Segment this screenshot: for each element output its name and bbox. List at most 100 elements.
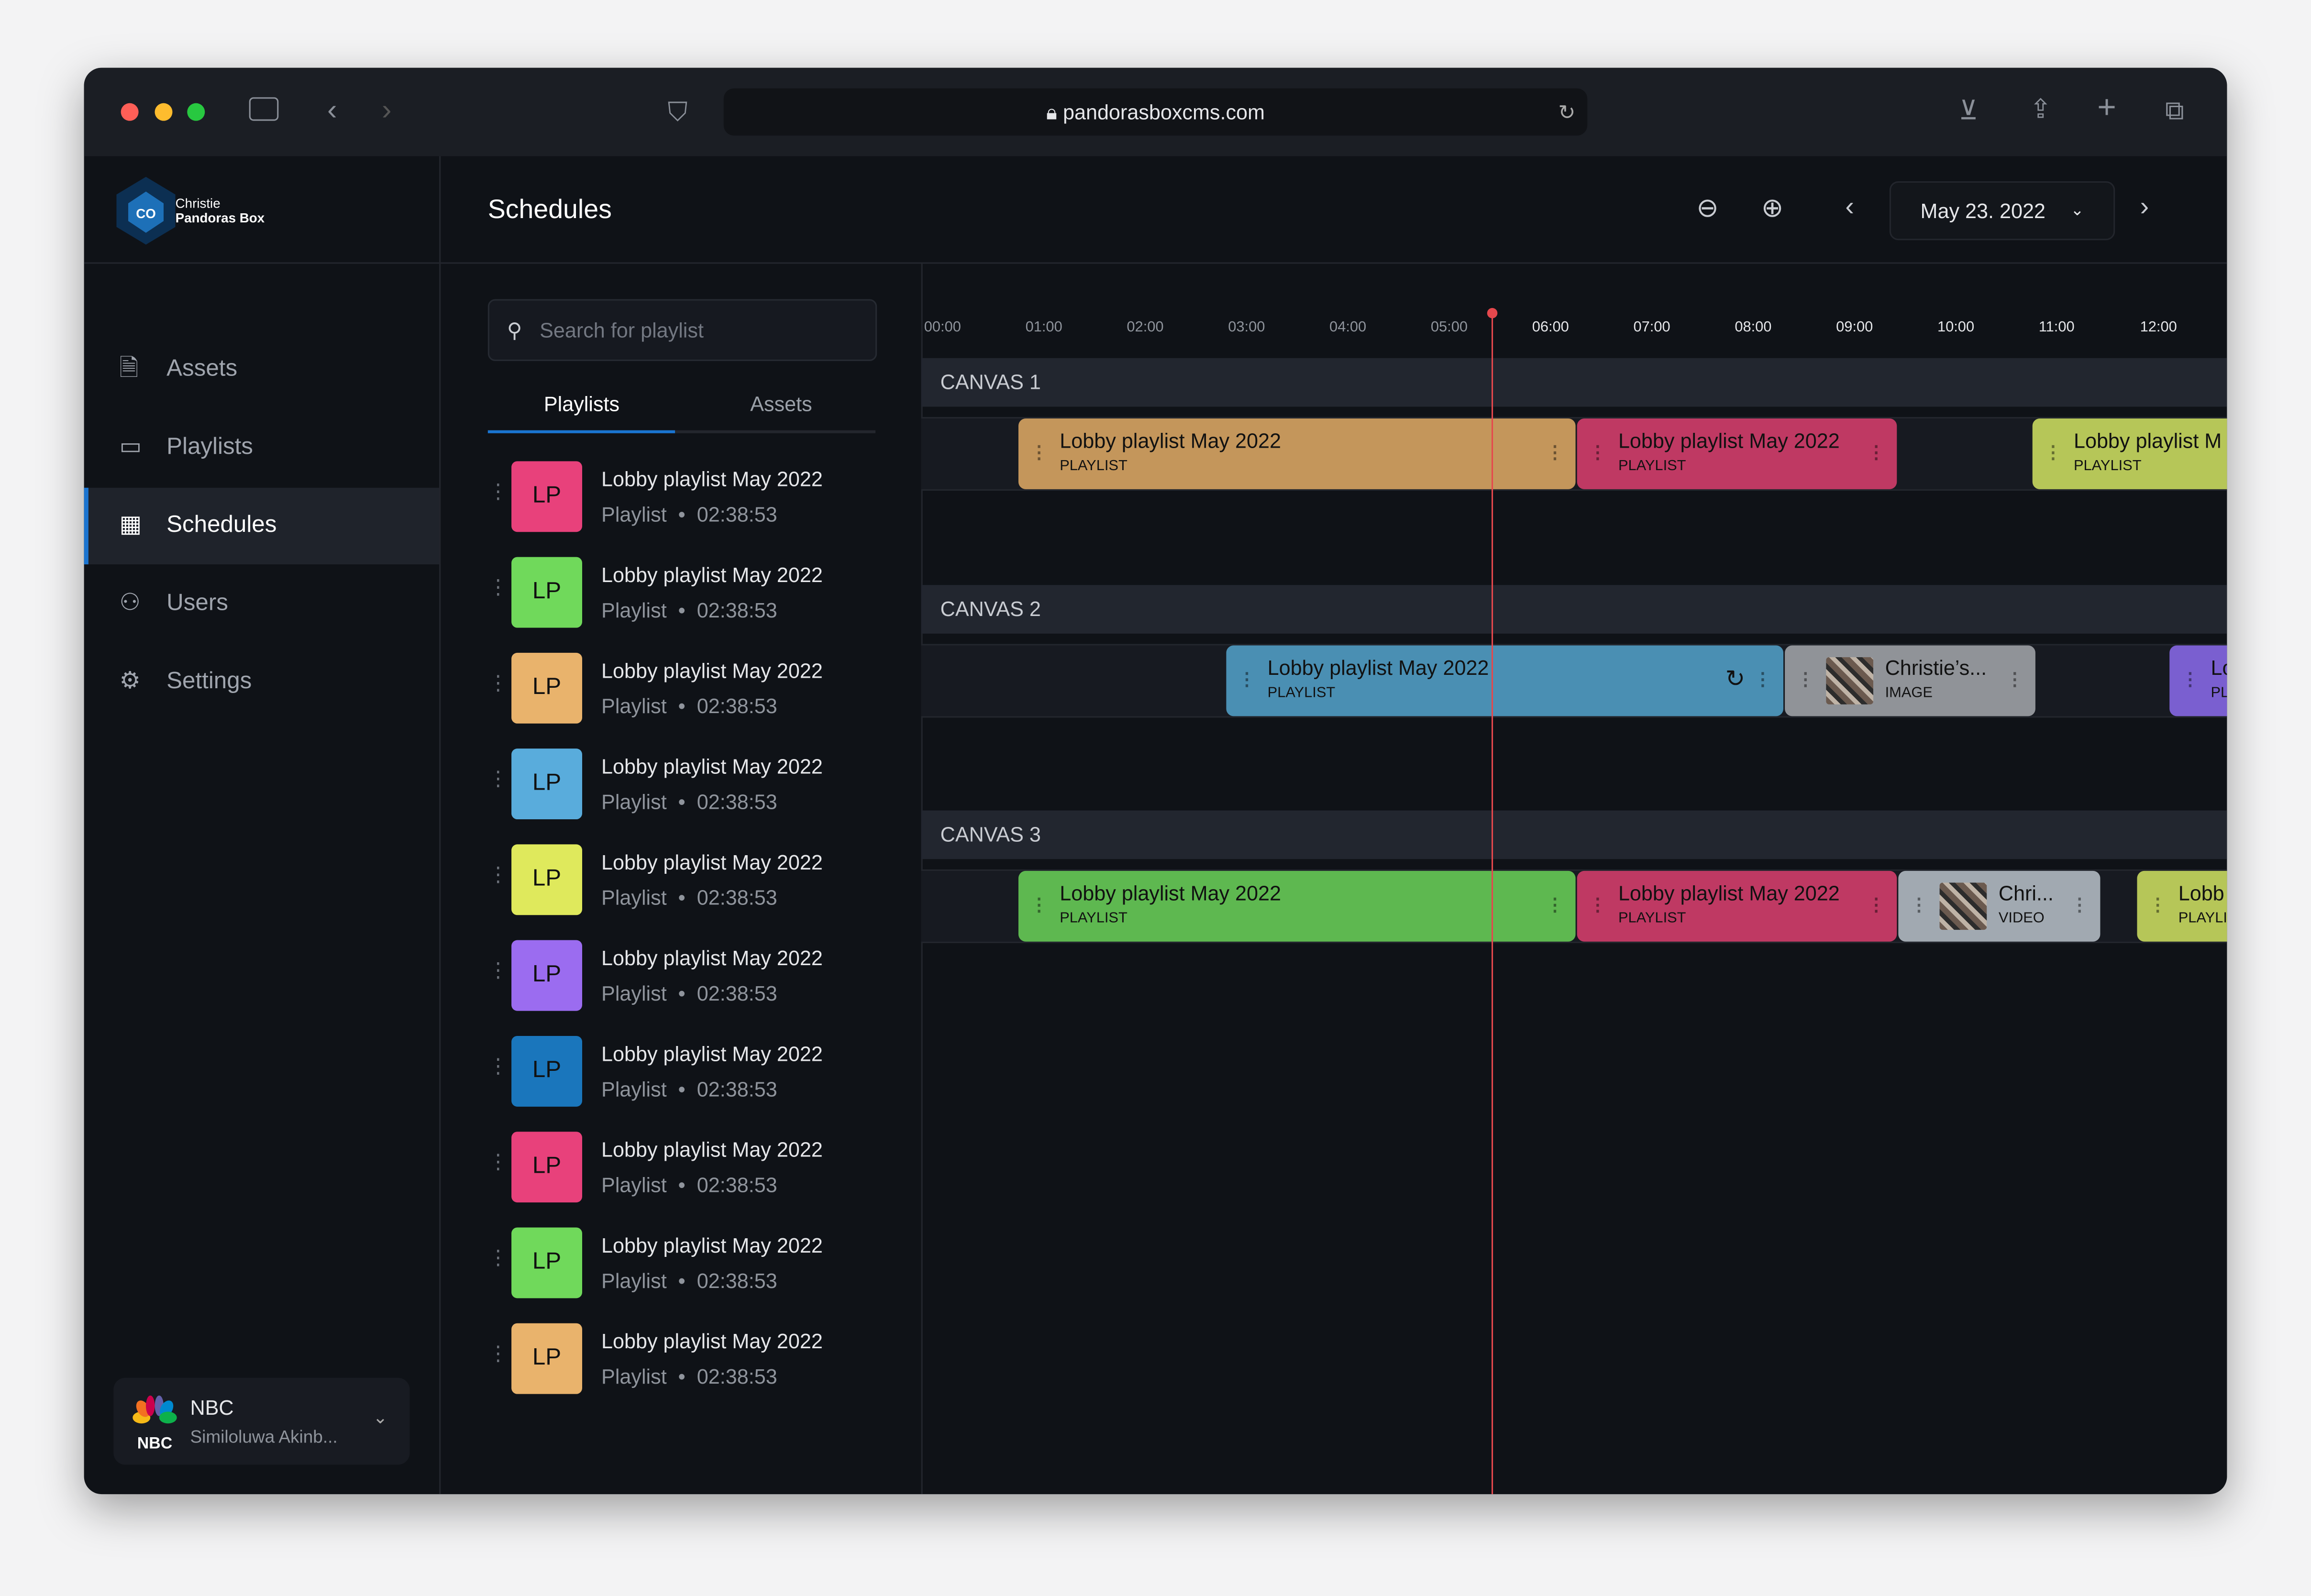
repeat-icon[interactable]: ↻: [1725, 667, 1745, 693]
schedule-block[interactable]: ⋮ Lo PL ⋮: [2169, 645, 2227, 716]
sidebar-toggle-icon[interactable]: [249, 97, 279, 121]
drag-handle-icon[interactable]: ⋮⋮: [487, 1149, 528, 1173]
forward-icon[interactable]: ›: [381, 94, 392, 127]
playlist-avatar: LP: [511, 1132, 582, 1203]
tab-assets[interactable]: Assets: [750, 392, 812, 416]
resize-handle-icon[interactable]: ⋮: [1867, 894, 1885, 915]
resize-handle-icon[interactable]: ⋮: [1754, 669, 1772, 690]
library-panel: ⚲ Search for playlist Playlists Assets ⋮…: [439, 262, 923, 1495]
schedule-block[interactable]: ⋮ Lobby playlist May 2022 PLAYLIST ⋮: [1577, 870, 1897, 942]
back-icon[interactable]: ‹: [327, 94, 337, 127]
resize-handle-icon[interactable]: ⋮: [1546, 442, 1564, 463]
resize-handle-icon[interactable]: ⋮: [2006, 669, 2024, 690]
list-item[interactable]: ⋮⋮ LP Lobby playlist May 2022 Playlist •…: [488, 1132, 875, 1220]
sidebar-item-users[interactable]: ⚇ Users: [84, 566, 440, 642]
sidebar-item-schedules[interactable]: ▦ Schedules: [84, 487, 440, 565]
schedule-block[interactable]: ⋮ Lobb PLAYLI ⋮: [2137, 870, 2227, 942]
reload-icon[interactable]: ↻: [1558, 100, 1576, 124]
sidebar-item-label: Users: [166, 591, 228, 616]
list-item[interactable]: ⋮⋮ LP Lobby playlist May 2022 Playlist •…: [488, 461, 875, 550]
list-item[interactable]: ⋮⋮ LP Lobby playlist May 2022 Playlist •…: [488, 1323, 875, 1412]
resize-handle-icon[interactable]: ⋮: [1867, 442, 1885, 463]
search-input[interactable]: ⚲ Search for playlist: [487, 299, 877, 361]
hour-label: 07:00: [1633, 319, 1670, 336]
playlist-meta: Playlist • 02:38:53: [601, 1365, 777, 1388]
drag-handle-icon[interactable]: ⋮⋮: [487, 1053, 528, 1078]
drag-handle-icon[interactable]: ⋮⋮: [487, 1245, 528, 1269]
sidebar-item-label: Playlists: [166, 434, 253, 460]
drag-handle-icon[interactable]: ⋮: [1238, 669, 1256, 690]
cast-icon: ▭: [119, 434, 142, 460]
playlist-meta: Playlist • 02:38:53: [601, 1268, 777, 1293]
tab-playlists[interactable]: Playlists: [543, 392, 620, 416]
list-item[interactable]: ⋮⋮ LP Lobby playlist May 2022 Playlist •…: [488, 1227, 875, 1316]
drag-handle-icon[interactable]: ⋮: [1030, 442, 1048, 463]
close-window-button[interactable]: [121, 103, 139, 121]
schedule-block[interactable]: ⋮ Lobby playlist May 2022 PLAYLIST ⋮: [1577, 418, 1897, 489]
hour-label: 12:00: [2140, 319, 2177, 336]
schedule-block[interactable]: ⋮ Lobby playlist May 2022 PLAYLIST ⋮: [1018, 418, 1576, 489]
sidebar-item-playlists[interactable]: ▭ Playlists: [84, 410, 440, 486]
maximize-window-button[interactable]: [187, 103, 205, 121]
drag-handle-icon[interactable]: ⋮: [2044, 442, 2062, 463]
schedule-block[interactable]: ⋮ Lobby playlist M PLAYLIST ⋮: [2032, 418, 2227, 489]
playlist-avatar: LP: [511, 461, 582, 532]
hour-label: 01:00: [1025, 319, 1062, 336]
next-day-button[interactable]: ›: [2140, 191, 2149, 221]
list-item[interactable]: ⋮⋮ LP Lobby playlist May 2022 Playlist •…: [488, 748, 875, 837]
drag-handle-icon[interactable]: ⋮: [1030, 894, 1048, 915]
drag-handle-icon[interactable]: ⋮: [2181, 669, 2199, 690]
sidebar-item-assets[interactable]: 🗎 Assets: [84, 331, 440, 408]
list-item[interactable]: ⋮⋮ LP Lobby playlist May 2022 Playlist •…: [487, 1035, 875, 1124]
drag-handle-icon[interactable]: ⋮: [2149, 894, 2167, 915]
drag-handle-icon[interactable]: ⋮⋮: [487, 958, 528, 981]
sidebar-item-settings[interactable]: ⚙ Settings: [84, 644, 440, 720]
drag-handle-icon[interactable]: ⋮⋮: [487, 479, 528, 503]
playlist-title: Lobby playlist May 2022: [601, 850, 823, 874]
sidebar-item-label: Schedules: [166, 513, 277, 538]
resize-handle-icon[interactable]: ⋮: [2225, 894, 2227, 915]
drag-handle-icon[interactable]: ⋮: [1589, 442, 1607, 463]
date-picker[interactable]: May 23. 2022 ⌄: [1889, 181, 2115, 241]
organization-switcher[interactable]: NBC NBC Similoluwa Akinb... ⌄: [113, 1377, 410, 1465]
current-time-indicator[interactable]: [1487, 308, 1498, 1495]
new-tab-icon[interactable]: +: [2097, 88, 2116, 125]
address-bar[interactable]: 🔒︎ pandorasboxcms.com ↻: [723, 88, 1588, 136]
drag-handle-icon[interactable]: ⋮⋮: [487, 670, 528, 694]
download-icon[interactable]: ⊻: [1958, 96, 1979, 125]
list-item[interactable]: ⋮⋮ LP Lobby playlist May 2022 Playlist •…: [487, 652, 875, 741]
zoom-out-icon[interactable]: ⊖: [1696, 193, 1719, 223]
hour-label: 05:00: [1430, 319, 1468, 336]
list-item[interactable]: ⋮⋮ LP Lobby playlist May 2022 Playlist •…: [488, 844, 875, 933]
drag-handle-icon[interactable]: ⋮⋮: [487, 862, 528, 886]
drag-handle-icon[interactable]: ⋮⋮: [487, 766, 528, 790]
hour-label: 06:00: [1532, 319, 1569, 336]
zoom-in-icon[interactable]: ⊕: [1761, 193, 1784, 223]
minimize-window-button[interactable]: [155, 103, 173, 121]
header-divider: [439, 262, 2227, 264]
list-item[interactable]: ⋮⋮ LP Lobby playlist May 2022 Playlist •…: [488, 557, 875, 646]
schedule-block[interactable]: ⋮ Lobby playlist May 2022 PLAYLIST ⋮: [1018, 870, 1576, 942]
resize-handle-icon[interactable]: ⋮: [2070, 894, 2089, 915]
hour-label: 04:00: [1329, 319, 1367, 336]
share-icon[interactable]: ⇪: [2029, 94, 2052, 124]
drag-handle-icon[interactable]: ⋮: [1589, 894, 1607, 915]
block-title: Lobby playlist May 2022: [1267, 656, 1489, 680]
schedule-block[interactable]: ⋮ Christie’s... IMAGE ⋮: [1785, 645, 2035, 716]
block-type: PLAYLIST: [1267, 685, 1336, 702]
drag-handle-icon[interactable]: ⋮⋮: [487, 574, 528, 598]
drag-handle-icon[interactable]: ⋮⋮: [487, 1341, 528, 1365]
schedule-timeline[interactable]: 00:00 01:00 02:00 03:00 04:00 05:00 06:00 07:00…: [921, 262, 2227, 1495]
schedule-block[interactable]: ⋮ Lobby playlist May 2022 PLAYLIST ↻ ⋮: [1226, 645, 1784, 716]
playlist-title: Lobby playlist May 2022: [601, 659, 823, 682]
list-item[interactable]: ⋮⋮ LP Lobby playlist May 2022 Playlist •…: [488, 940, 875, 1029]
tabs-overview-icon[interactable]: ⧉: [2165, 96, 2184, 125]
resize-handle-icon[interactable]: ⋮: [1546, 894, 1564, 915]
schedule-block[interactable]: ⋮ Chri... VIDEO ⋮: [1898, 870, 2101, 942]
previous-day-button[interactable]: ‹: [1845, 191, 1854, 221]
shield-icon[interactable]: ⛉: [667, 97, 688, 127]
playlist-meta: Playlist • 02:38:53: [601, 598, 777, 622]
browser-titlebar: ‹ › ⛉ 🔒︎ pandorasboxcms.com ↻ ⊻ ⇪ + ⧉: [84, 67, 2227, 156]
drag-handle-icon[interactable]: ⋮: [1910, 894, 1928, 915]
drag-handle-icon[interactable]: ⋮: [1796, 669, 1814, 690]
